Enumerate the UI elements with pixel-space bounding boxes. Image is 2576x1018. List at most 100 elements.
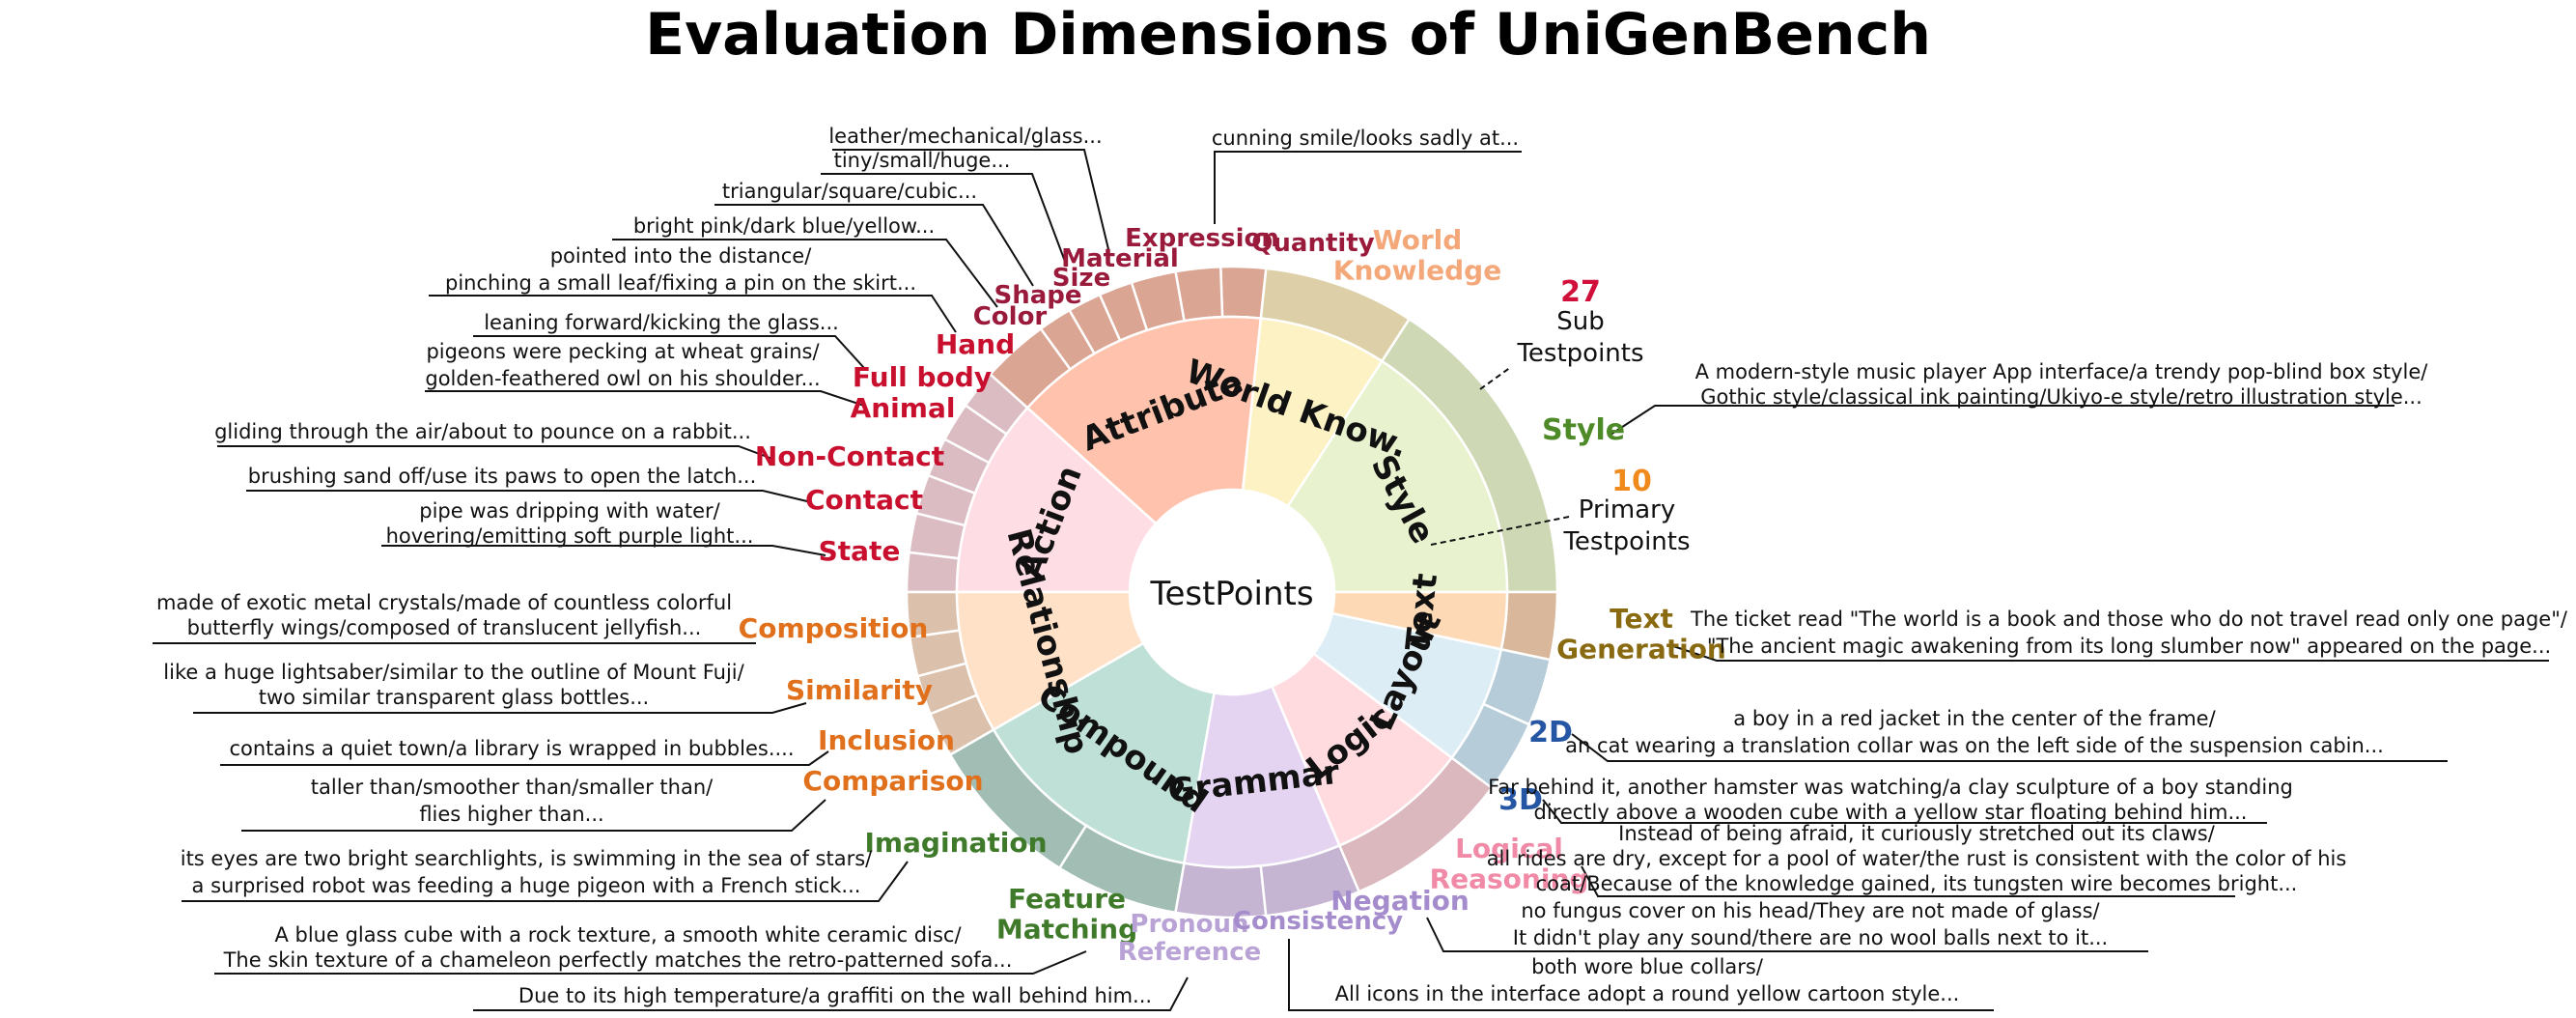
- sub-testpoint-label: Expression: [1125, 224, 1279, 253]
- sub-testpoint-label: Style: [1542, 413, 1625, 447]
- sub-testpoint-label-line: World: [1373, 224, 1463, 256]
- center-hole: [1130, 490, 1334, 694]
- leader-line: [429, 295, 957, 333]
- leader-line: [1542, 799, 2267, 824]
- example-text: taller than/smoother than/smaller than/: [311, 776, 714, 799]
- example-text: brushing sand off/use its paws to open t…: [248, 465, 757, 488]
- subtestpoint-sector: [1499, 590, 1559, 662]
- example-text: its eyes are two bright searchlights, is…: [181, 847, 873, 870]
- sub-testpoint-count: 27 Sub Testpoints: [1479, 275, 1644, 390]
- sub-testpoint-label: 3D: [1498, 783, 1543, 817]
- sub-testpoint-label-line: Text: [1610, 603, 1673, 635]
- sub-testpoint-label: Hand: [936, 328, 1015, 360]
- example-text: butterfly wings/composed of translucent …: [187, 616, 702, 639]
- leader-line: [1288, 939, 1994, 1011]
- example-text: The skin texture of a chameleon perfectl…: [223, 948, 1013, 972]
- example-text: Instead of being afraid, it curiously st…: [1618, 822, 2216, 845]
- category-sector-logic: [1270, 652, 1454, 847]
- example-text: no fungus cover on his head/They are not…: [1521, 899, 2100, 922]
- category-sector-relationship: [955, 590, 1145, 732]
- example-text: cunning smile/looks sadly at...: [1212, 127, 1519, 150]
- example-text: leaning forward/kicking the glass...: [484, 311, 839, 334]
- example-text: like a huge lightsaber/similar to the ou…: [163, 661, 744, 684]
- leader-line: [473, 335, 865, 369]
- subtestpoint-sector: [905, 551, 961, 594]
- example-text: two similar transparent glass bottles...: [259, 686, 649, 709]
- sub-testpoint-label: Feature Matching: [996, 883, 1137, 945]
- primary-count-label-line1: Primary: [1579, 495, 1675, 524]
- leader-line: [1426, 917, 2148, 952]
- sub-count-label-line2: Testpoints: [1516, 339, 1643, 368]
- sub-testpoint-label: Comparison: [802, 765, 983, 797]
- leader-line: [182, 861, 909, 902]
- example-text: It didn't play any sound/there are no wo…: [1513, 926, 2108, 949]
- sub-testpoint-label: Imagination: [864, 827, 1047, 859]
- example-text: Gothic style/classical ink painting/Ukiy…: [1700, 385, 2422, 409]
- sub-testpoint-label: Full body: [853, 361, 992, 393]
- example-text: pipe was dripping with water/: [419, 499, 720, 523]
- sub-testpoint-label-line: Feature: [1008, 883, 1126, 915]
- sub-count-number: 27: [1560, 275, 1601, 309]
- example-text: contains a quiet town/a library is wrapp…: [229, 737, 794, 760]
- example-text: made of exotic metal crystals/made of co…: [156, 591, 732, 614]
- leader-line: [381, 545, 826, 556]
- example-text: a surprised robot was feeding a huge pig…: [192, 874, 861, 897]
- sub-testpoint-label: 2D: [1528, 716, 1573, 749]
- example-text: a boy in a red jacket in the center of t…: [1733, 707, 2216, 730]
- leader-line: [246, 490, 812, 503]
- sub-testpoint-label-line: Knowledge: [1333, 254, 1501, 286]
- example-text: hovering/emitting soft purple light...: [386, 524, 754, 548]
- leader-line: [714, 204, 1034, 287]
- sub-testpoint-label: Color: [973, 302, 1048, 331]
- sub-testpoint-label: Quantity: [1251, 229, 1374, 258]
- leader-line: [214, 950, 1087, 975]
- example-text: golden-feathered owl on his shoulder...: [425, 367, 820, 390]
- example-text: pigeons were pecking at wheat grains/: [426, 340, 820, 363]
- sub-testpoint-label: Pronoun Reference: [1118, 910, 1262, 967]
- leader-line: [217, 445, 773, 460]
- sub-testpoint-label: Contact: [805, 484, 923, 516]
- leader-line: [1610, 405, 2394, 436]
- inner-ring: [955, 315, 1509, 869]
- leader-lines: [153, 149, 2549, 1011]
- primary-testpoint-count: 10 Primary Testpoints: [1430, 465, 1691, 556]
- sub-count-pointer: [1479, 366, 1512, 390]
- sub-count-label-line1: Sub: [1556, 307, 1605, 336]
- sub-testpoint-label: Animal: [851, 392, 956, 424]
- leader-line: [1214, 151, 1522, 224]
- leader-line: [220, 750, 829, 766]
- example-text: pointed into the distance/: [550, 244, 813, 268]
- sub-testpoint-label: World Knowledge: [1333, 224, 1501, 286]
- page-title: Evaluation Dimensions of UniGenBench: [645, 1, 1931, 69]
- outer-ring: [905, 265, 1559, 919]
- example-text: bright pink/dark blue/yellow...: [633, 214, 935, 238]
- leader-line: [425, 390, 865, 407]
- leader-line: [473, 976, 1189, 1011]
- example-text: coat/Because of the knowledge gained, it…: [1536, 872, 2298, 895]
- sub-testpoint-label: Consistency: [1233, 907, 1403, 936]
- example-text: tiny/small/huge...: [834, 149, 1011, 172]
- example-text: A blue glass cube with a rock texture, a…: [274, 923, 962, 947]
- example-text: an cat wearing a translation collar was …: [1565, 734, 2384, 757]
- sub-testpoint-label: Similarity: [786, 674, 933, 706]
- example-text: Due to its high temperature/a graffiti o…: [518, 984, 1152, 1007]
- primary-count-label-line2: Testpoints: [1562, 527, 1690, 556]
- primary-count-number: 10: [1611, 465, 1652, 498]
- example-text: all rides are dry, except for a pool of …: [1487, 847, 2347, 870]
- sub-testpoint-label: Non-Contact: [755, 440, 944, 472]
- example-text: both wore blue collars/: [1531, 955, 1764, 978]
- sub-testpoint-label: Composition: [739, 612, 929, 644]
- example-text: A modern-style music player App interfac…: [1695, 360, 2429, 383]
- sub-testpoint-label: Logical Reasoning: [1430, 833, 1589, 894]
- sub-testpoint-label-line: Pronoun: [1130, 910, 1248, 939]
- leader-line: [612, 239, 998, 308]
- sub-testpoint-label-line: Matching: [996, 913, 1137, 945]
- sub-testpoint-label-line: Generation: [1556, 633, 1726, 665]
- example-text: The ticket read "The world is a book and…: [1690, 608, 2568, 631]
- category-label: Text: [1399, 572, 1445, 653]
- example-text: directly above a wooden cube with a yell…: [1534, 801, 2248, 824]
- leader-line: [821, 173, 1068, 268]
- center-label: TestPoints: [1149, 575, 1313, 613]
- example-text: pinching a small leaf/fixing a pin on th…: [445, 271, 916, 295]
